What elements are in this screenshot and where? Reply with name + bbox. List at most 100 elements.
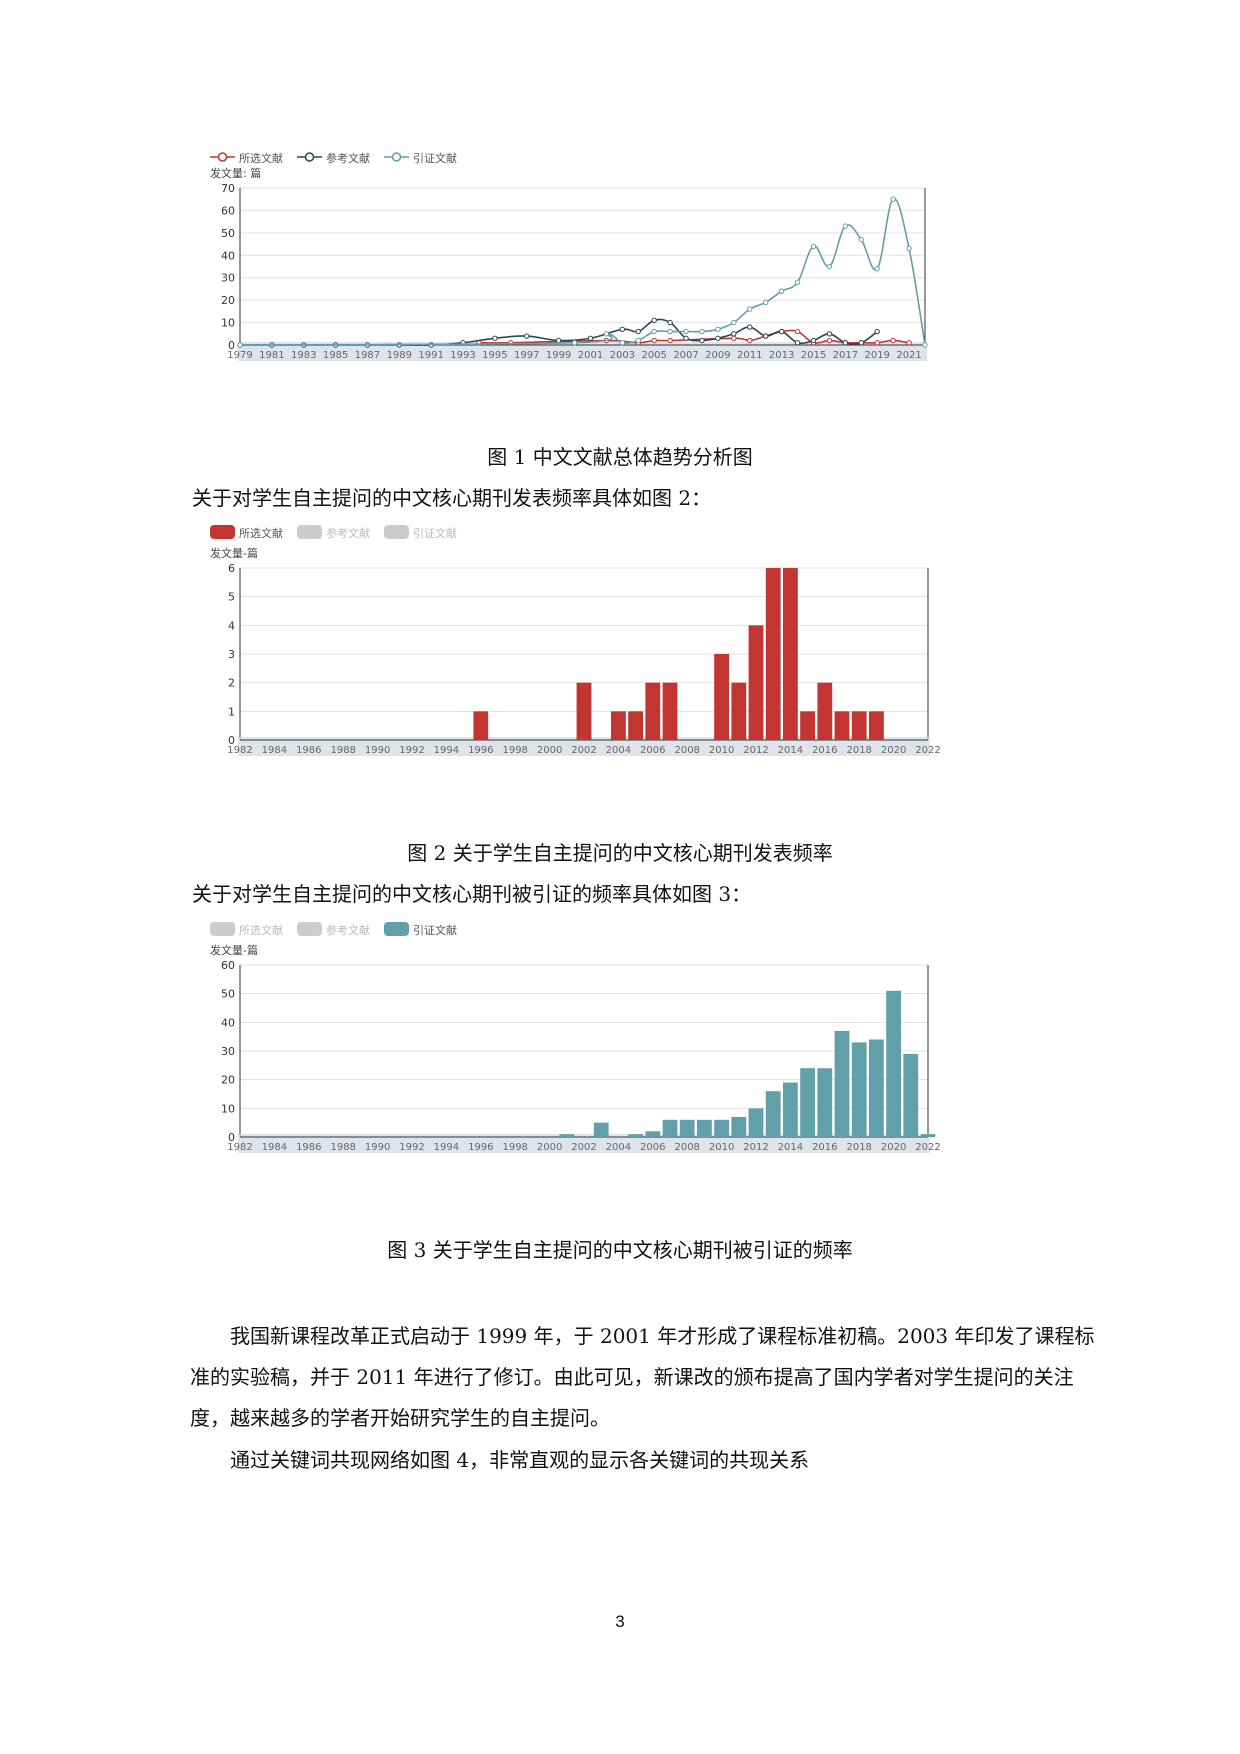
data-point <box>683 335 689 341</box>
legend-swatch <box>297 922 322 936</box>
bar <box>679 1119 695 1137</box>
legend-label: 参考文献 <box>326 151 370 165</box>
data-point <box>794 328 801 335</box>
legend-label: 引证文献 <box>413 923 457 937</box>
intro-figure-3: 关于对学生自主提问的中文核心期刊被引证的频率具体如图 3： <box>192 882 752 906</box>
figure-2-bar-chart: 所选文献 参考文献 引证文献 发文量-篇 0 1 2 3 4 5 6 1982 1984 1986 1988… <box>210 525 1060 800</box>
legend-marker <box>304 152 315 162</box>
page-number: 3 <box>615 1612 625 1631</box>
bar <box>628 711 643 740</box>
data-point <box>826 331 833 337</box>
data-point <box>555 337 562 344</box>
legend-swatch <box>210 922 235 936</box>
bar <box>886 990 901 1137</box>
data-point <box>619 340 626 346</box>
x-tick-label: 2005 <box>641 350 666 361</box>
data-point <box>778 328 785 335</box>
bar <box>817 1068 833 1137</box>
x-tick-label: 1990 <box>365 1142 390 1153</box>
bar <box>783 568 798 740</box>
series-line <box>239 198 926 346</box>
data-point <box>762 333 769 339</box>
x-tick-label: 1987 <box>355 350 380 361</box>
legend-swatch <box>384 525 409 539</box>
data-point <box>890 196 896 202</box>
legend-label: 所选文献 <box>239 526 283 540</box>
data-point <box>874 340 880 346</box>
data-point <box>619 326 626 333</box>
data-point <box>524 333 530 339</box>
y-tick-label: 30 <box>221 1045 235 1058</box>
data-point <box>731 335 737 341</box>
data-point <box>794 340 801 346</box>
bar <box>869 711 884 740</box>
bar <box>765 1091 781 1137</box>
x-tick-label: 1990 <box>365 745 390 756</box>
bar <box>869 1039 884 1137</box>
bar <box>714 1119 729 1137</box>
x-tick-label: 2002 <box>571 1142 596 1153</box>
bar <box>817 682 833 740</box>
data-point <box>651 328 657 335</box>
x-tick-label: 2004 <box>606 745 631 756</box>
x-tick-label: 1985 <box>323 350 348 361</box>
x-tick-label: 1994 <box>434 1142 459 1153</box>
data-point <box>635 337 641 344</box>
legend-label: 参考文献 <box>326 923 370 937</box>
data-point <box>635 328 641 335</box>
bar <box>834 711 850 740</box>
x-tick-label: 2008 <box>674 745 699 756</box>
x-tick-label: 1998 <box>502 745 527 756</box>
y-tick-label: 20 <box>221 1074 235 1087</box>
data-point <box>237 342 243 348</box>
data-point <box>906 340 912 346</box>
legend-swatch <box>297 525 322 539</box>
bar <box>800 1068 815 1137</box>
bar <box>834 1030 850 1137</box>
data-point <box>874 266 880 272</box>
x-tick-label: 2022 <box>915 745 940 756</box>
data-point <box>571 340 578 346</box>
y-tick-label: 70 <box>221 182 235 195</box>
data-point <box>826 337 833 344</box>
x-tick-label: 2013 <box>769 350 794 361</box>
x-tick-label: 2018 <box>846 745 871 756</box>
x-tick-label: 2008 <box>674 1142 699 1153</box>
data-point <box>762 299 769 306</box>
data-point <box>731 331 737 337</box>
data-point <box>683 328 689 335</box>
data-point <box>906 245 912 252</box>
x-tick-label: 1984 <box>262 1142 287 1153</box>
bar <box>628 1134 643 1137</box>
figure-3-caption: 图 3 关于学生自主提问的中文核心期刊被引证的频率 <box>387 1238 853 1262</box>
data-point <box>858 236 864 243</box>
bar <box>748 1108 764 1137</box>
data-point <box>747 337 753 344</box>
y-tick-label: 1 <box>228 705 235 718</box>
x-tick-label: 2007 <box>673 350 698 361</box>
body-paragraph-1: 我国新课程改革正式启动于 1999 年，于 2001 年才形成了课程标准初稿。2… <box>190 1324 1095 1430</box>
data-point <box>747 306 753 312</box>
bar <box>800 711 815 740</box>
data-point <box>699 337 705 344</box>
data-point <box>651 337 657 344</box>
bar <box>645 682 661 740</box>
y-tick-label: 20 <box>221 294 235 307</box>
x-tick-label: 2000 <box>537 745 562 756</box>
data-point <box>667 328 673 335</box>
y-tick-label: 6 <box>228 562 235 575</box>
data-point <box>699 328 705 335</box>
x-tick-label: 1988 <box>330 1142 355 1153</box>
bar <box>731 1116 747 1137</box>
x-tick-label: 2017 <box>833 350 858 361</box>
legend-swatch <box>210 525 235 539</box>
bar <box>662 682 678 740</box>
y-tick-label: 0 <box>228 734 235 747</box>
datazoom-slider <box>238 1134 930 1153</box>
bar <box>473 711 489 740</box>
bar <box>576 682 592 740</box>
data-point <box>603 331 610 337</box>
data-point <box>858 340 864 346</box>
y-tick-label: 0 <box>228 1131 235 1144</box>
